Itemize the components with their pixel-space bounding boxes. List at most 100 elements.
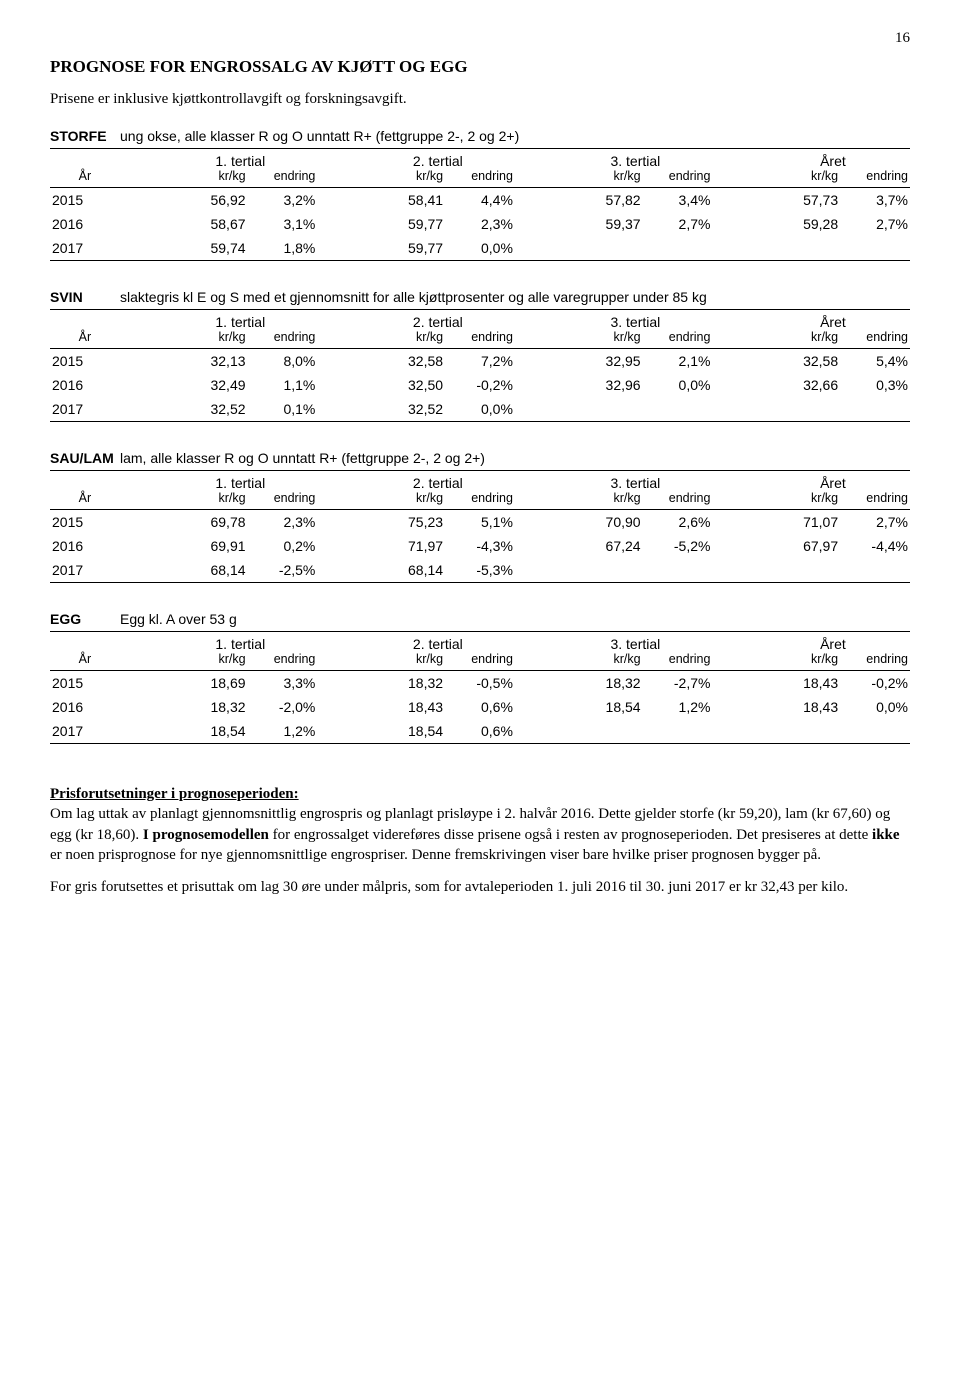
cell-change: 0,0% <box>840 695 910 719</box>
col-krkg: kr/kg <box>756 652 840 671</box>
cell-change: 2,3% <box>445 212 515 236</box>
col-year: År <box>50 330 120 349</box>
col-endring: endring <box>643 491 713 510</box>
col-group-t2: 2. tertial <box>361 149 515 170</box>
cell-value: 18,43 <box>756 671 840 696</box>
cell-change: 4,4% <box>445 188 515 213</box>
cell-value: 57,82 <box>558 188 642 213</box>
cell-value: 18,69 <box>163 671 247 696</box>
cell-value: 18,54 <box>558 695 642 719</box>
col-endring: endring <box>840 491 910 510</box>
cell-year: 2016 <box>50 534 120 558</box>
col-group-t2: 2. tertial <box>361 310 515 331</box>
cell-value: 67,97 <box>756 534 840 558</box>
cell-change: -2,0% <box>248 695 318 719</box>
cell-change: -5,2% <box>643 534 713 558</box>
category-label: STORFE <box>50 128 120 144</box>
col-krkg: kr/kg <box>163 330 247 349</box>
cell-change: 1,2% <box>248 719 318 744</box>
col-endring: endring <box>248 652 318 671</box>
cell-year: 2016 <box>50 373 120 397</box>
col-endring: endring <box>248 491 318 510</box>
cell-change: 2,1% <box>643 349 713 374</box>
cell-change: 2,7% <box>840 510 910 535</box>
category-label: SAU/LAM <box>50 450 120 466</box>
cell-value <box>558 719 642 744</box>
cell-year: 2015 <box>50 510 120 535</box>
cell-year: 2017 <box>50 236 120 261</box>
col-group-year: Året <box>756 471 910 492</box>
cell-value: 59,28 <box>756 212 840 236</box>
cell-value <box>756 558 840 583</box>
page-number: 16 <box>50 30 910 47</box>
cell-change: 0,6% <box>445 719 515 744</box>
cell-value <box>756 397 840 422</box>
cell-value: 70,90 <box>558 510 642 535</box>
category-label: EGG <box>50 611 120 627</box>
cell-change: 1,1% <box>248 373 318 397</box>
col-krkg: kr/kg <box>756 169 840 188</box>
section-header: SVINslaktegris kl E og S med et gjennoms… <box>50 289 910 305</box>
cell-value: 18,54 <box>361 719 445 744</box>
cell-value: 32,96 <box>558 373 642 397</box>
col-endring: endring <box>445 330 515 349</box>
cell-value: 59,74 <box>163 236 247 261</box>
table-row: 201658,673,1%59,772,3%59,372,7%59,282,7% <box>50 212 910 236</box>
col-krkg: kr/kg <box>558 652 642 671</box>
cell-change: 7,2% <box>445 349 515 374</box>
cell-year: 2015 <box>50 188 120 213</box>
cell-value: 18,43 <box>756 695 840 719</box>
price-table: 1. tertial2. tertial3. tertialÅretÅrkr/k… <box>50 148 910 261</box>
col-krkg: kr/kg <box>163 491 247 510</box>
cell-change: 3,4% <box>643 188 713 213</box>
cell-value: 32,49 <box>163 373 247 397</box>
cell-change <box>643 397 713 422</box>
cell-change <box>840 558 910 583</box>
col-group-year: Året <box>756 632 910 653</box>
cell-change: 1,8% <box>248 236 318 261</box>
cell-change: 0,0% <box>445 397 515 422</box>
col-endring: endring <box>840 652 910 671</box>
col-endring: endring <box>643 169 713 188</box>
cell-year: 2016 <box>50 212 120 236</box>
cell-year: 2015 <box>50 349 120 374</box>
table-row: 201732,520,1%32,520,0% <box>50 397 910 422</box>
col-krkg: kr/kg <box>361 330 445 349</box>
table-row: 201618,32-2,0%18,430,6%18,541,2%18,430,0… <box>50 695 910 719</box>
col-endring: endring <box>643 330 713 349</box>
cell-change: 8,0% <box>248 349 318 374</box>
cell-change: 0,1% <box>248 397 318 422</box>
category-desc: Egg kl. A over 53 g <box>120 611 237 627</box>
footer-text: for engrossalget videreføres disse prise… <box>269 827 872 843</box>
cell-change: -4,3% <box>445 534 515 558</box>
cell-value: 69,78 <box>163 510 247 535</box>
table-row: 201569,782,3%75,235,1%70,902,6%71,072,7% <box>50 510 910 535</box>
col-krkg: kr/kg <box>163 169 247 188</box>
category-desc: slaktegris kl E og S med et gjennomsnitt… <box>120 289 707 305</box>
cell-value: 71,07 <box>756 510 840 535</box>
cell-value: 58,67 <box>163 212 247 236</box>
footer-paragraph-2: For gris forutsettes et prisuttak om lag… <box>50 877 910 897</box>
cell-value: 59,77 <box>361 236 445 261</box>
table-row: 201718,541,2%18,540,6% <box>50 719 910 744</box>
cell-change: 2,7% <box>643 212 713 236</box>
cell-change: 0,6% <box>445 695 515 719</box>
table-row: 201532,138,0%32,587,2%32,952,1%32,585,4% <box>50 349 910 374</box>
price-table: 1. tertial2. tertial3. tertialÅretÅrkr/k… <box>50 309 910 422</box>
cell-value: 32,58 <box>361 349 445 374</box>
col-endring: endring <box>840 330 910 349</box>
col-endring: endring <box>445 169 515 188</box>
col-krkg: kr/kg <box>361 491 445 510</box>
col-krkg: kr/kg <box>756 491 840 510</box>
col-group-year: Året <box>756 310 910 331</box>
footer-paragraph-1: Prisforutsetninger i prognoseperioden: O… <box>50 784 910 865</box>
section-header: EGGEgg kl. A over 53 g <box>50 611 910 627</box>
cell-value: 32,52 <box>163 397 247 422</box>
col-endring: endring <box>840 169 910 188</box>
col-krkg: kr/kg <box>163 652 247 671</box>
price-section: STORFEung okse, alle klasser R og O unnt… <box>50 128 910 261</box>
col-endring: endring <box>445 652 515 671</box>
col-group-t3: 3. tertial <box>558 310 712 331</box>
cell-change: 3,7% <box>840 188 910 213</box>
cell-change: -0,2% <box>445 373 515 397</box>
